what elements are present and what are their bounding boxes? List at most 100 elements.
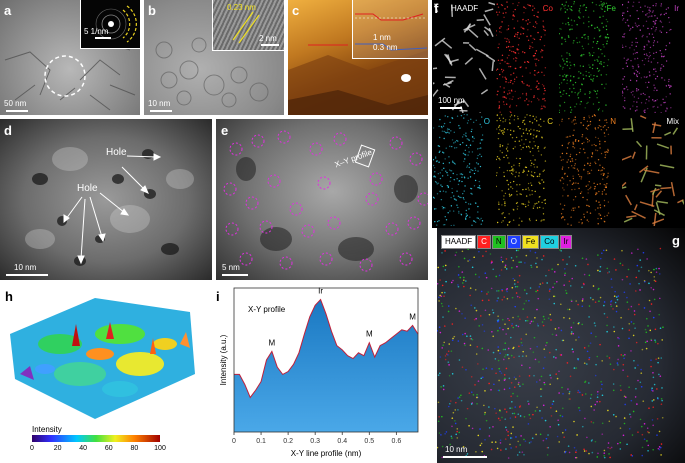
selected-area-circle xyxy=(44,55,86,97)
eds-map-ir: Ir xyxy=(622,1,684,113)
colorbar-tick-label: 60 xyxy=(104,445,113,452)
eds-map-c: C xyxy=(496,114,558,226)
inset-scale-label: 2 nm xyxy=(259,34,277,43)
peak-label: M xyxy=(269,338,276,347)
eds-map-label: Fe xyxy=(606,4,616,13)
scale-label: 10 nm xyxy=(148,99,171,108)
eds-map-label: Co xyxy=(542,4,553,13)
x-tick-label: 0.5 xyxy=(364,438,374,445)
panel-d-haadf: Hole Hole d 10 nm xyxy=(0,119,212,280)
eds-map-label: HAADF xyxy=(451,4,479,13)
x-tick-label: 0.4 xyxy=(337,438,347,445)
plot-frame xyxy=(233,287,419,433)
hole-label-2: Hole xyxy=(77,183,98,194)
scale-label: 10 nm xyxy=(14,263,37,272)
scale-bar xyxy=(440,107,462,109)
lattice-inset: 0.23 nm 2 nm xyxy=(212,0,284,51)
inset-scale-label: 5 1/nm xyxy=(84,27,109,36)
eds-map-label: N xyxy=(610,117,616,126)
hole-arrows xyxy=(63,153,162,265)
lattice-spacing: 0.23 nm xyxy=(227,3,256,12)
profile-box xyxy=(354,144,376,168)
element-legend: HAADF C N O Fe Co Ir xyxy=(441,231,573,249)
diffraction-inset: 5 1/nm xyxy=(80,0,140,49)
panel-h-3d-intensity: h Intensity 0 20 40 60 80 100 xyxy=(0,284,212,463)
peak-label: Ir xyxy=(318,287,323,296)
surface-plot xyxy=(10,298,195,442)
chart-title: X-Y profile xyxy=(248,305,286,314)
peak-label: M xyxy=(409,312,416,321)
panel-label-b: b xyxy=(148,3,156,18)
eds-map-label: Mix xyxy=(666,117,679,126)
legend-chip-ir: Ir xyxy=(559,235,573,249)
panel-e-haadf-atomic: X–Y profile e 5 nm xyxy=(216,119,428,280)
panel-c-afm: 1 nm 0.3 nm c xyxy=(288,0,428,115)
height-label-2: 0.3 nm xyxy=(373,43,398,52)
eds-map-haadf: HAADF xyxy=(433,1,495,113)
panel-d-texture xyxy=(25,147,194,266)
legend-chip-fe: Fe xyxy=(521,235,540,249)
panel-i-line-profile: i 0 0.1 0.2 0.3 0.4 0.5 0.6 X-Y line profile (n… xyxy=(214,284,432,463)
panel-label-c: c xyxy=(292,3,300,18)
panel-a-tem: 5 1/nm a 50 nm xyxy=(0,0,140,115)
legend-chip-co: Co xyxy=(540,235,559,249)
legend-chip-c: C xyxy=(477,235,491,249)
panel-c-texture xyxy=(288,44,428,115)
eds-dot-overlay xyxy=(437,247,664,459)
colorbar-tick-label: 0 xyxy=(30,445,34,452)
height-profile-inset: 1 nm 0.3 nm xyxy=(352,0,428,59)
profile-line xyxy=(234,298,419,399)
line-profile-chart: 0 0.1 0.2 0.3 0.4 0.5 0.6 X-Y line profile (nm)… xyxy=(219,287,419,458)
panel-label-g: g xyxy=(672,233,680,248)
scale-label: 5 nm xyxy=(222,263,240,272)
colorbar-tick-label: 20 xyxy=(53,445,62,452)
scale-bar xyxy=(443,456,487,458)
surface-bumps xyxy=(20,322,190,397)
panel-g-eds-overlay: HAADF C N O Fe Co Ir g 10 nm xyxy=(437,228,685,463)
scale-label: 50 nm xyxy=(4,99,27,108)
scale-label: 10 nm xyxy=(445,445,468,454)
eds-map-n: N xyxy=(559,114,621,226)
ir-atom-circles xyxy=(223,130,428,272)
inset-scale-bar xyxy=(95,37,111,39)
panel-label-h: h xyxy=(5,289,13,304)
profile-area xyxy=(234,299,418,432)
colorbar-tick-label: 40 xyxy=(79,445,88,452)
eds-map-mix: Mix xyxy=(622,114,684,226)
panel-e-texture xyxy=(223,130,428,272)
x-tick-label: 0.2 xyxy=(283,438,293,445)
y-axis-label: Intensity (a.u.) xyxy=(219,334,228,385)
height-label-1: 1 nm xyxy=(373,33,391,42)
colorbar xyxy=(32,435,160,442)
x-tick-label: 0.3 xyxy=(310,438,320,445)
legend-chip-haadf: HAADF xyxy=(441,235,477,249)
x-tick-label: 0.1 xyxy=(256,438,266,445)
panel-label-d: d xyxy=(4,123,12,138)
x-tick-label: 0.6 xyxy=(391,438,401,445)
eds-map-label: Ir xyxy=(674,4,679,13)
peak-label: M xyxy=(366,330,373,339)
panel-f-eds-maps: HAADF Co Fe Ir O C N Mix f 100 nm xyxy=(432,0,685,228)
panel-b-texture xyxy=(155,37,269,108)
eds-map-co: Co xyxy=(496,1,558,113)
legend-chip-o: O xyxy=(506,235,521,249)
hole-label-1: Hole xyxy=(106,147,127,158)
panel-label-a: a xyxy=(4,3,12,18)
scale-bar xyxy=(6,110,28,112)
eds-map-fe: Fe xyxy=(559,1,621,113)
x-axis-label: X-Y line profile (nm) xyxy=(291,449,362,458)
scale-bar xyxy=(6,274,48,276)
x-tick-label: 0 xyxy=(232,438,236,445)
eds-map-o: O xyxy=(433,114,495,226)
panel-label-i: i xyxy=(216,289,220,304)
colorbar-tick-label: 80 xyxy=(130,445,139,452)
scale-bar xyxy=(150,110,172,112)
colorbar-title: Intensity xyxy=(32,425,62,434)
panel-label-e: e xyxy=(221,123,229,138)
legend-chip-n: N xyxy=(491,235,506,249)
eds-map-label: O xyxy=(483,117,490,126)
eds-map-label: C xyxy=(547,117,553,126)
colorbar-tick-label: 100 xyxy=(154,445,166,452)
inset-scale-bar xyxy=(261,44,279,46)
scale-label: 100 nm xyxy=(438,96,465,105)
